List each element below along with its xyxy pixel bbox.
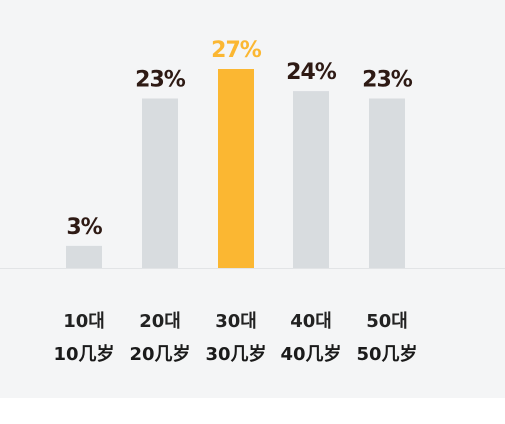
x-tick-sublabel-3: 30几岁	[205, 343, 266, 365]
bars-layer	[66, 69, 405, 269]
value-label-2: 23%	[135, 67, 186, 92]
x-tick-label-1: 10대	[63, 311, 105, 332]
x-tick-label-3: 30대	[215, 311, 257, 332]
bar-2	[142, 98, 178, 269]
x-tick-sublabel-2: 20几岁	[129, 343, 190, 365]
x-tick-sublabel-1: 10几岁	[53, 343, 114, 365]
x-tick-label-5: 50대	[366, 311, 408, 332]
bar-4	[293, 91, 329, 268]
x-tick-label-2: 20대	[139, 311, 181, 332]
value-labels-layer: 3% 23% 27% 24% 23%	[66, 38, 413, 240]
value-label-5: 23%	[362, 67, 413, 92]
x-tick-sublabel-5: 50几岁	[356, 343, 417, 365]
x-tick-sublabels-layer: 10几岁 20几岁 30几岁 40几岁 50几岁	[53, 343, 417, 365]
x-tick-labels-layer: 10대 20대 30대 40대 50대	[63, 311, 408, 332]
value-label-1: 3%	[66, 215, 102, 240]
bar-5	[369, 98, 405, 269]
value-label-4: 24%	[286, 60, 337, 85]
bar-3	[218, 69, 254, 268]
x-tick-label-4: 40대	[290, 311, 332, 332]
value-label-3: 27%	[211, 38, 262, 63]
x-tick-sublabel-4: 40几岁	[280, 343, 341, 365]
bar-1	[66, 245, 102, 268]
